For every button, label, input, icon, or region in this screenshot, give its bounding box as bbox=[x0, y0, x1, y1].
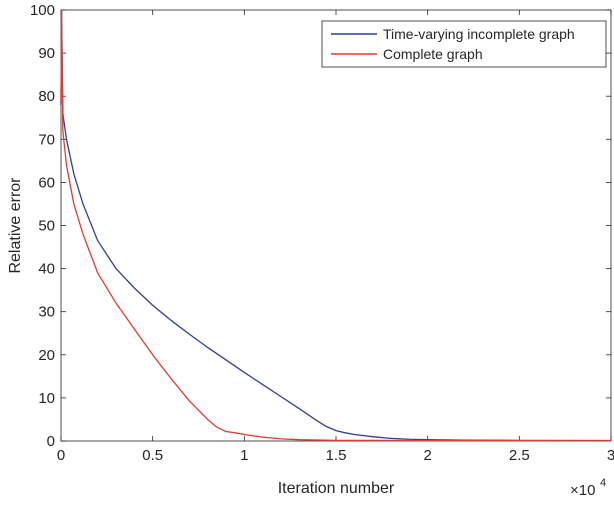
y-tick-label-7: 70 bbox=[38, 131, 55, 148]
y-tick-label-9: 90 bbox=[38, 45, 55, 62]
y-tick-label-4: 40 bbox=[38, 261, 55, 278]
axes-box bbox=[60, 9, 612, 442]
x-exponent-label: ×10 bbox=[570, 482, 595, 499]
legend-box bbox=[321, 20, 607, 68]
x-axis-label: Iteration number bbox=[278, 480, 395, 497]
x-tick-label-1: 0.5 bbox=[142, 447, 163, 464]
y-axis-label: Relative error bbox=[7, 177, 24, 274]
x-tick-label-6: 3 bbox=[607, 447, 614, 464]
series-line-0 bbox=[60, 9, 612, 442]
y-tick-label-8: 80 bbox=[38, 88, 55, 105]
y-tick-label-1: 10 bbox=[38, 390, 55, 407]
x-tick-label-4: 2 bbox=[423, 447, 431, 464]
y-tick-label-3: 30 bbox=[38, 304, 55, 321]
y-tick-label-10: 100 bbox=[30, 2, 55, 19]
x-exponent-power: 4 bbox=[600, 477, 606, 489]
y-tick-label-6: 60 bbox=[38, 174, 55, 191]
series-line-1 bbox=[60, 9, 612, 442]
x-tick-label-0: 0 bbox=[57, 447, 65, 464]
legend-label-0: Time-varying incomplete graph bbox=[383, 26, 575, 42]
x-tick-label-5: 2.5 bbox=[509, 447, 530, 464]
legend-label-1: Complete graph bbox=[383, 46, 483, 62]
y-tick-label-2: 20 bbox=[38, 347, 55, 364]
x-tick-label-2: 1 bbox=[240, 447, 248, 464]
y-tick-label-5: 50 bbox=[38, 218, 55, 235]
x-tick-label-3: 1.5 bbox=[326, 447, 347, 464]
y-tick-label-0: 0 bbox=[47, 433, 55, 450]
